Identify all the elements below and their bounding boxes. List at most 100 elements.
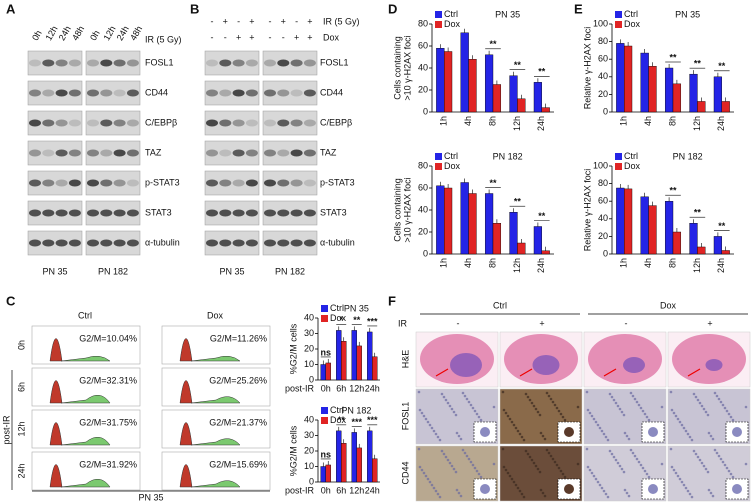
x-tick-label: 24h: [365, 485, 380, 495]
nucleus: [526, 395, 530, 399]
g2m-label: G2/M=31.92%: [79, 459, 137, 469]
blot-band: [68, 59, 81, 67]
nucleus: [723, 463, 727, 467]
nucleus: [430, 483, 434, 487]
blot-band: [245, 179, 258, 187]
nucleus: [610, 452, 614, 456]
nucleus: [713, 448, 717, 452]
bar: [721, 101, 730, 113]
nucleus: [669, 447, 673, 451]
nucleus: [538, 470, 542, 474]
significance-label: **: [489, 178, 497, 188]
row-label: 6h: [16, 382, 26, 392]
blot-band: [232, 239, 245, 247]
nucleus: [717, 454, 721, 458]
y-tick-label: 40: [418, 204, 428, 214]
blot-band: [55, 89, 68, 97]
nucleus: [660, 462, 664, 466]
histogram-frame: [161, 367, 271, 407]
nucleus: [639, 406, 643, 410]
nucleus: [532, 461, 536, 465]
nucleus: [729, 415, 733, 419]
nucleus: [682, 483, 686, 487]
nucleus: [715, 451, 719, 455]
nucleus: [454, 470, 458, 474]
legend-swatch: [435, 153, 442, 160]
nucleus: [590, 471, 594, 475]
blot-band: [42, 179, 55, 187]
y-tick-label: 60: [418, 40, 428, 50]
y-tick-label: 20: [418, 84, 428, 94]
bar: [541, 107, 550, 113]
nucleus: [452, 467, 456, 471]
legend-label: Ctrl: [330, 303, 344, 313]
bar: [721, 250, 730, 255]
bar: [664, 67, 674, 113]
legend-swatch: [435, 163, 442, 170]
nucleus: [602, 489, 606, 493]
nucleus: [428, 480, 432, 484]
nucleus: [704, 467, 708, 471]
protein-label: STAT3: [145, 207, 172, 217]
x-tick-label: 12h: [512, 116, 522, 131]
protein-label: TAZ: [145, 147, 162, 157]
blot-band: [55, 149, 68, 157]
bar: [351, 432, 357, 483]
y-tick-label: 100: [593, 160, 608, 170]
bar: [689, 73, 698, 113]
x-tick-label: 24h: [536, 258, 546, 273]
blot-band: [87, 239, 99, 247]
y-tick-label: 100: [593, 18, 608, 28]
significance-label: ***: [367, 316, 378, 326]
y-axis-label: Cells containing: [392, 178, 402, 242]
group-label: PN 35: [219, 266, 244, 276]
nucleus: [534, 464, 538, 468]
nucleus: [696, 455, 700, 459]
nucleus: [444, 398, 448, 402]
blot-band: [113, 179, 126, 187]
y-tick-label: 30: [304, 328, 314, 338]
brain-section: [672, 334, 746, 384]
panel-label: B: [190, 1, 199, 16]
g2m-label: G2/M=32.31%: [79, 375, 137, 385]
nucleus: [549, 454, 553, 458]
blot-band: [126, 59, 139, 67]
blot-band: [100, 149, 113, 157]
nucleus: [522, 495, 526, 499]
nucleus: [424, 417, 428, 421]
blot-band: [126, 89, 139, 97]
nucleus: [576, 405, 580, 409]
g2m-label: G2/M=11.26%: [210, 333, 267, 343]
panel-label: D: [388, 1, 397, 16]
nucleus: [508, 474, 512, 478]
nucleus: [465, 454, 469, 458]
y-tick-label: 80: [598, 178, 608, 188]
nucleus: [536, 467, 540, 471]
bar: [356, 345, 362, 381]
nucleus: [504, 468, 508, 472]
nucleus: [692, 449, 696, 453]
nucleus: [629, 391, 633, 395]
protein-label: α-tubulin: [145, 237, 180, 247]
ihc-image: [415, 388, 499, 445]
histogram-frame: [31, 367, 141, 407]
y-tick-label: 30: [304, 430, 314, 440]
nucleus: [524, 392, 528, 396]
sphase: [60, 479, 111, 488]
nucleus: [635, 457, 639, 461]
bar: [367, 430, 373, 483]
nucleus: [721, 403, 725, 407]
blot-strip: [85, 110, 141, 136]
significance-label: **: [718, 221, 726, 231]
nucleus: [450, 464, 454, 468]
nucleus: [594, 477, 598, 481]
y-axis-label: %G2/M cells: [288, 425, 298, 476]
arrow: [603, 368, 617, 377]
legend-label: Dox: [624, 19, 641, 29]
sign-label: -: [269, 32, 272, 42]
tumor: [450, 353, 482, 377]
x-tick-label: 12h: [349, 485, 364, 495]
x-tick-label: 12h: [692, 116, 702, 131]
blot-band: [126, 209, 139, 217]
bar: [484, 54, 494, 113]
